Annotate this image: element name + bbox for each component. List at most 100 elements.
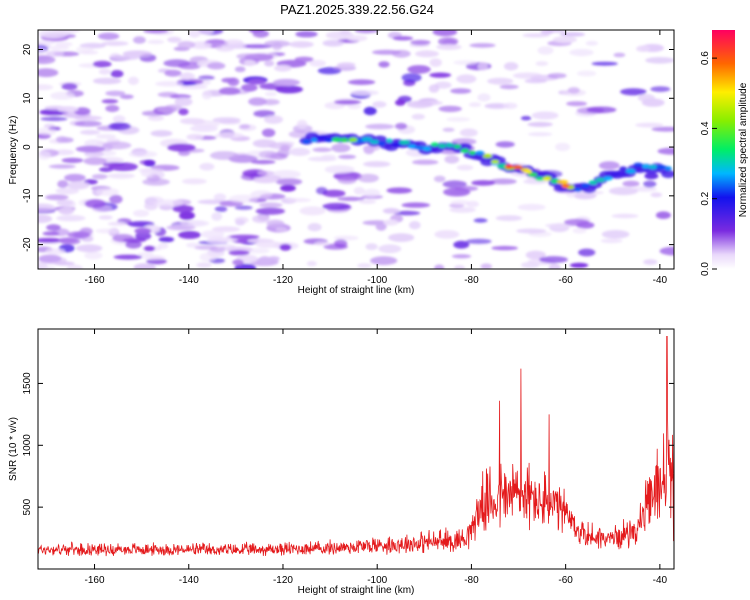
spectrogram-noise-blob [299,206,326,216]
spectrogram-noise-blob [659,246,674,256]
spectrogram-noise-blob [66,264,83,269]
spectrogram-noise-blob [512,72,543,79]
spectrogram-ridge-core [324,137,334,143]
spectrogram-noise-blob [608,186,639,196]
spectrogram-noise-blob [84,139,105,148]
spectrogram-noise-blob [259,202,283,208]
spectrogram-noise-blob [386,187,413,194]
spectrogram-noise-blob [357,173,379,183]
spectrogram-noise-blob [143,245,156,252]
spectrogram-ridge-core [453,144,462,149]
spectrogram-noise-blob [611,213,639,219]
spectrogram-noise-blob [289,41,314,48]
spectrogram-noise-blob [487,77,514,85]
spectrogram-ridge-core [422,146,432,151]
y-tick-label: 1000 [22,434,33,457]
spectrogram-noise-blob [167,143,196,152]
spectrogram-noise-blob [235,219,246,226]
spectrogram-ridge-core [655,165,666,170]
spectrogram-noise-blob [107,173,135,179]
spectrogram-ridge-core [535,176,546,181]
spectrogram-noise-blob [468,102,482,108]
spectrogram-noise-blob [316,187,328,195]
colorbar-tick-label: 0.0 [700,262,711,276]
spectrogram-noise-blob [221,43,247,49]
x-tick-label: -120 [273,275,293,286]
spectrogram-noise-blob [196,262,212,268]
spectrogram-noise-blob [307,223,322,232]
spectrogram-noise-blob [38,55,56,65]
spectrogram-noise-blob [177,41,196,49]
spectrogram-ridge-core [369,139,379,144]
spectrogram-peak [505,164,514,169]
colorbar-tick-label: 0.4 [700,121,711,135]
spectrogram-noise-blob [38,151,51,160]
spectrogram-noise-blob [350,90,379,96]
spectrogram-noise-blob [142,255,166,261]
spectrogram-noise-blob [321,154,336,159]
y-tick-label: 1500 [22,372,33,395]
spectrogram-noise-blob [186,133,204,141]
snr-frame [37,328,675,570]
spectrogram-noise-blob [199,252,216,262]
spectrogram-ridge-core [633,162,643,167]
spectrogram-noise-blob [180,220,210,227]
spectrogram-noise-blob [279,243,292,251]
spectrogram-noise-blob [495,141,515,148]
spectrogram-noise-blob [353,187,365,195]
spectrogram-noise-blob [179,85,208,90]
spectrogram-noise-blob [229,234,260,240]
spectrogram-noise-blob [49,45,70,50]
spectrogram-ridge-core [475,150,485,156]
spectrogram-noise-blob [178,108,189,116]
spectrogram-noise-blob [242,44,273,49]
spectrogram-noise-blob [383,219,399,226]
spectrogram-noise-blob [637,94,655,102]
spectrogram-noise-blob [401,202,431,208]
spectrogram-noise-blob [337,196,365,201]
spectrogram-noise-blob [306,260,317,267]
spectrogram-noise-blob [57,106,79,113]
spectrogram-noise-blob [218,120,241,125]
spectrogram-noise-blob [127,76,139,86]
spectrogram-noise-blob [393,210,421,216]
spectrogram-noise-blob [56,215,86,222]
spectrogram-noise-blob [207,62,226,70]
snr-ylabel: SNR (10 * v/v) [8,417,19,481]
spectrogram-noise-blob [598,161,620,170]
spectrogram-noise-blob [527,132,553,137]
spectrogram-noise-blob [255,207,285,215]
spectrogram-noise-blob [241,83,258,92]
spectrogram-noise-blob [198,75,215,80]
spectrogram-noise-blob [40,116,68,121]
spectrogram-noise-blob [370,256,398,266]
spectrogram-noise-blob [108,122,132,131]
spectrogram-ridge-core [398,140,411,145]
spectrogram-noise-blob [325,31,354,40]
spectrogram-noise-blob [264,60,275,67]
spectrogram-noise-blob [444,155,460,164]
spectrogram-noise-blob [109,194,123,204]
spectrogram-ridge-core [610,171,621,177]
spectrogram-noise-blob [503,62,519,71]
spectrogram-noise-blob [392,36,414,41]
spectrogram-noise-blob [429,72,452,78]
spectrogram-ridge-core [528,172,538,177]
x-tick-label: -80 [464,575,479,586]
spectrogram-noise-blob [489,178,517,185]
colorbar-label: Normalized spectral amplitude [738,82,749,217]
spectrogram-noise-blob [388,233,415,242]
spectrogram-noise-blob [372,101,387,108]
spectrogram-noise-blob [137,252,155,257]
spectrogram-noise-blob [495,215,523,222]
spectrogram-noise-blob [453,240,470,249]
spectrogram-noise-blob [228,194,258,204]
spectrogram-noise-blob [429,58,442,67]
spectrogram-noise-blob [442,127,455,132]
spectrogram-ridge-core [588,180,598,185]
spectrogram-noise-blob [83,157,107,166]
spectrogram-noise-blob [338,154,357,159]
spectrogram-ridge-core [557,180,569,185]
y-tick-label: 500 [22,498,33,515]
spectrogram-noise-blob [502,102,518,110]
